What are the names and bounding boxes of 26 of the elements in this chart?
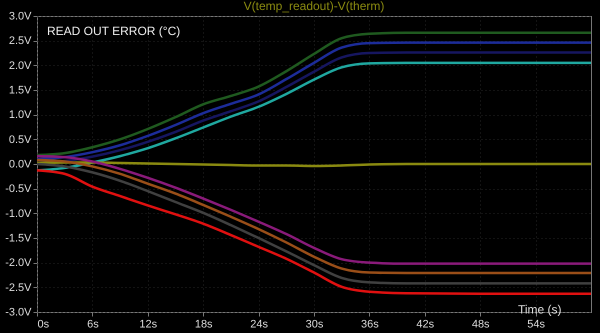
y-tick-label: 0.0V [8,158,32,170]
x-tick-label: 48s [472,318,490,330]
x-tick-label: 18s [194,318,214,330]
chart-title: V(temp_readout)-V(therm) [244,0,384,13]
y-tick-label: -1.5V [5,232,32,244]
y-tick-label: 3.0V [8,10,32,22]
x-tick-label: 12s [139,318,158,330]
y-tick-label: -2.5V [5,282,32,294]
x-tick-label: 0s [38,318,50,330]
y-tick-label: 2.5V [8,35,32,48]
x-tick-label: 30s [306,318,324,330]
y-tick-label: 0.5V [8,134,32,146]
x-tick-label: 6s [87,318,100,330]
y-tick-label: 2.0V [8,60,32,72]
x-tick-label: 54s [527,318,546,330]
y-tick-label: 1.5V [8,84,32,96]
y-tick-label: -3.0V [5,306,32,318]
y-tick-label: -2.0V [5,257,32,270]
y-tick-label: -1.0V [5,208,32,220]
y-tick-label: 1.0V [8,109,32,122]
y-tick-label: -0.5V [5,183,32,196]
x-tick-label: 36s [361,318,380,330]
annotation: READ OUT ERROR (°C) [47,24,180,38]
x-tick-label: 24s [250,318,268,330]
x-axis-title: Time (s) [518,302,562,316]
x-tick-label: 42s [416,318,435,330]
